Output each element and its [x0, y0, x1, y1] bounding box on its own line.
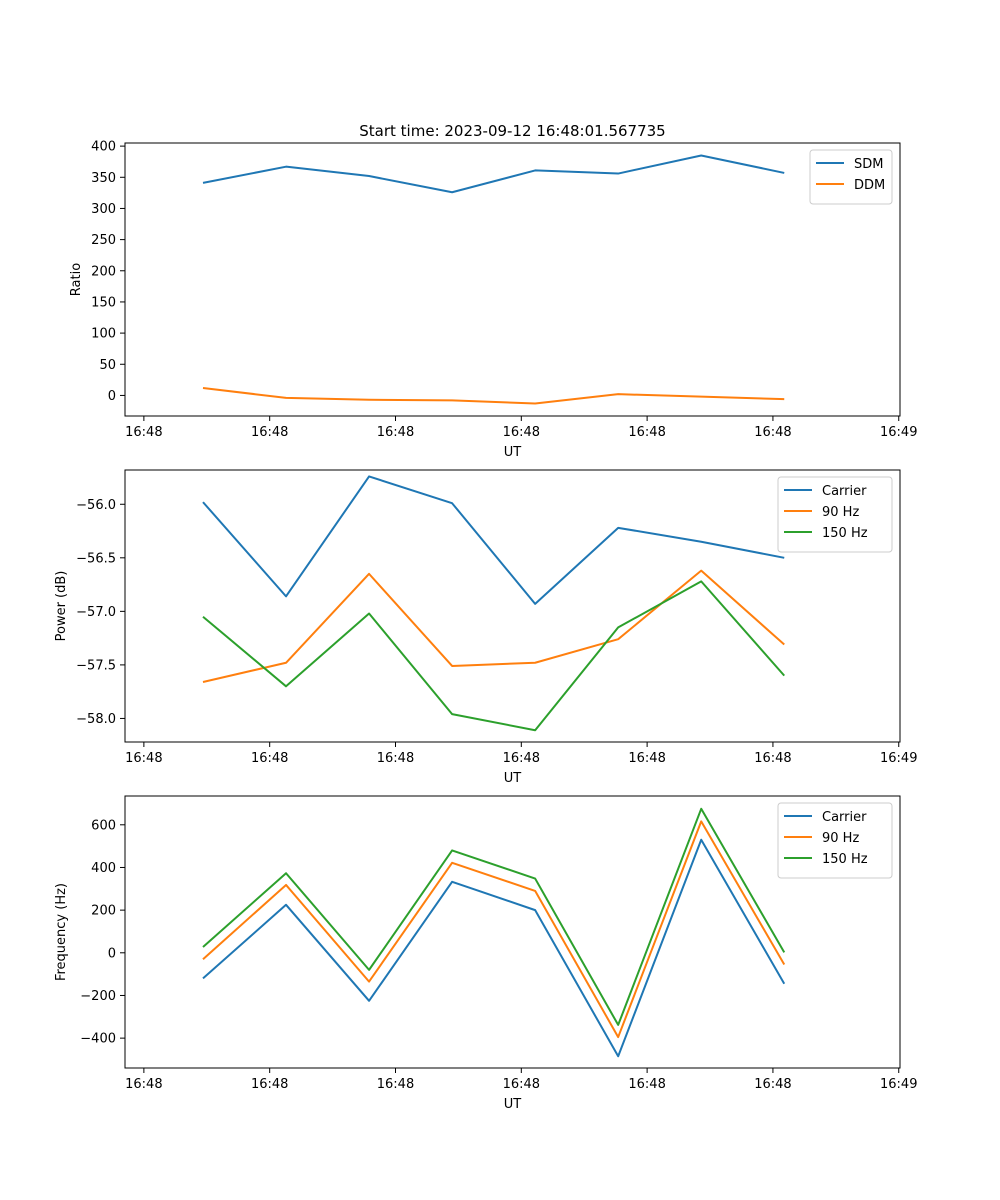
- power-y-axis-label: Power (dB): [54, 571, 69, 642]
- frequency-series-line-carrier: [202, 838, 786, 1058]
- ratio-legend-label: DDM: [854, 178, 885, 193]
- power-y-tick-label: −57.5: [76, 658, 116, 673]
- power-series-line-150-hz: [202, 580, 786, 732]
- figure-title: Start time: 2023-09-12 16:48:01.567735: [359, 122, 665, 140]
- power-legend-label: 90 Hz: [822, 505, 859, 520]
- ratio-x-tick-label: 16:48: [503, 425, 540, 440]
- ratio-y-tick-label: 300: [91, 202, 116, 217]
- ratio-x-tick-label: 16:48: [251, 425, 288, 440]
- power-x-tick-label: 16:48: [125, 751, 162, 766]
- ratio-x-tick-label: 16:48: [125, 425, 162, 440]
- power-y-tick-label: −56.5: [76, 551, 116, 566]
- power-x-axis-label: UT: [504, 771, 522, 786]
- frequency-x-tick-label: 16:49: [880, 1077, 917, 1092]
- power-x-tick-label: 16:48: [754, 751, 791, 766]
- ratio-y-tick-label: 400: [91, 140, 116, 155]
- ratio-y-tick-label: 150: [91, 295, 116, 310]
- ratio-x-axis-label: UT: [504, 445, 522, 460]
- frequency-legend-label: 90 Hz: [822, 831, 859, 846]
- power-x-tick-label: 16:49: [880, 751, 917, 766]
- power-legend-box: [777, 476, 893, 553]
- ratio-y-tick-label: 0: [108, 389, 116, 404]
- power-legend-label: Carrier: [822, 484, 867, 499]
- frequency-series-line-150-hz: [202, 807, 786, 1026]
- frequency-legend-label: 150 Hz: [822, 852, 868, 867]
- power-series-line-carrier: [202, 475, 785, 605]
- frequency-y-tick-label: 400: [91, 861, 116, 876]
- power-y-tick-label: −58.0: [76, 712, 116, 727]
- ratio-y-axis-label: Ratio: [69, 263, 84, 296]
- frequency-x-tick-label: 16:48: [628, 1077, 665, 1092]
- ratio-x-tick-label: 16:48: [377, 425, 414, 440]
- power-panel: 16:48 16:48 16:48 16:48 16:48 16:48 16:49 −58.0…: [54, 469, 917, 786]
- power-legend: Carrier 90 Hz 150 Hz: [777, 476, 893, 553]
- ratio-x-tick-label: 16:48: [628, 425, 665, 440]
- frequency-axes-frame: [124, 795, 901, 1069]
- frequency-series-line-90-hz: [202, 820, 786, 1039]
- ratio-y-tick-label: 100: [91, 327, 116, 342]
- power-x-tick-label: 16:48: [251, 751, 288, 766]
- frequency-legend-box: [777, 802, 893, 879]
- power-y-tick-label: −57.0: [76, 605, 116, 620]
- ratio-y-tick-label: 50: [99, 358, 116, 373]
- frequency-x-tick-label: 16:48: [503, 1077, 540, 1092]
- frequency-x-axis-label: UT: [504, 1097, 522, 1112]
- frequency-x-tick-label: 16:48: [754, 1077, 791, 1092]
- ratio-y-tick-label: 200: [91, 264, 116, 279]
- frequency-y-axis-label: Frequency (Hz): [54, 883, 69, 981]
- frequency-y-tick-label: −400: [80, 1032, 116, 1047]
- power-x-tick-label: 16:48: [377, 751, 414, 766]
- frequency-panel: 16:48 16:48 16:48 16:48 16:48 16:48 16:49 −400 −…: [54, 795, 917, 1112]
- frequency-x-tick-label: 16:48: [377, 1077, 414, 1092]
- ratio-x-tick-label: 16:48: [754, 425, 791, 440]
- frequency-y-tick-label: 0: [108, 946, 116, 961]
- frequency-y-tick-label: 600: [91, 818, 116, 833]
- ratio-series-line-sdm: [202, 154, 785, 194]
- frequency-legend: Carrier 90 Hz 150 Hz: [777, 802, 893, 879]
- ratio-series-line-ddm: [202, 386, 785, 405]
- ratio-legend-label: SDM: [854, 157, 883, 172]
- frequency-y-tick-label: 200: [91, 904, 116, 919]
- power-series-line-90-hz: [202, 569, 785, 684]
- frequency-legend-label: Carrier: [822, 810, 867, 825]
- ratio-panel: 16:48 16:48 16:48 16:48 16:48 16:48 16:49 0 50 10…: [69, 140, 917, 460]
- ratio-y-tick-label: 250: [91, 233, 116, 248]
- frequency-x-tick-label: 16:48: [125, 1077, 162, 1092]
- ratio-x-tick-label: 16:49: [880, 425, 917, 440]
- power-x-tick-label: 16:48: [628, 751, 665, 766]
- power-legend-label: 150 Hz: [822, 526, 868, 541]
- ratio-axes-frame: [124, 142, 901, 417]
- ratio-y-tick-label: 350: [91, 171, 116, 186]
- power-axes-frame: [124, 469, 901, 743]
- frequency-x-tick-label: 16:48: [251, 1077, 288, 1092]
- power-y-tick-label: −56.0: [76, 498, 116, 513]
- power-x-tick-label: 16:48: [503, 751, 540, 766]
- ratio-legend: SDM DDM: [809, 149, 893, 205]
- frequency-y-tick-label: −200: [80, 989, 116, 1004]
